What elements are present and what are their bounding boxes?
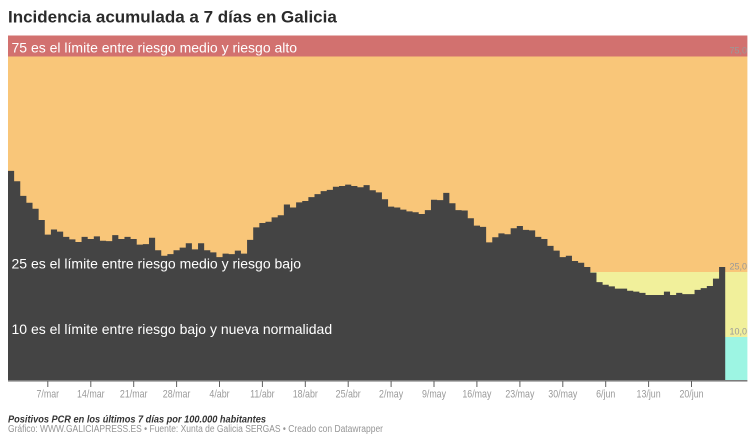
svg-text:14/mar: 14/mar — [77, 389, 105, 401]
svg-text:6/jun: 6/jun — [596, 389, 615, 401]
svg-text:25 es el límite entre riesgo m: 25 es el límite entre riesgo medio y rie… — [12, 256, 302, 272]
svg-text:23/may: 23/may — [505, 389, 534, 401]
svg-text:20/jun: 20/jun — [679, 389, 703, 401]
svg-text:4/abr: 4/abr — [209, 389, 229, 401]
svg-text:18/abr: 18/abr — [293, 389, 318, 401]
svg-text:25,0: 25,0 — [729, 262, 747, 272]
svg-text:11/abr: 11/abr — [250, 389, 275, 401]
svg-text:28/mar: 28/mar — [163, 389, 191, 401]
svg-text:16/may: 16/may — [462, 389, 491, 401]
svg-text:10 es el límite entre riesgo b: 10 es el límite entre riesgo bajo y nuev… — [12, 321, 333, 337]
svg-text:75 es el límite entre riesgo m: 75 es el límite entre riesgo medio y rie… — [12, 39, 298, 55]
svg-text:Gráfico: WWW.GALICIAPRESS.ES •: Gráfico: WWW.GALICIAPRESS.ES • Fuente: X… — [8, 424, 384, 435]
svg-text:7/mar: 7/mar — [37, 389, 60, 401]
svg-text:30/may: 30/may — [548, 389, 577, 401]
svg-text:Positivos PCR en los últimos 7: Positivos PCR en los últimos 7 días por … — [8, 414, 266, 425]
svg-text:10,0: 10,0 — [729, 327, 747, 337]
svg-text:21/mar: 21/mar — [120, 389, 148, 401]
svg-text:25/abr: 25/abr — [336, 389, 361, 401]
svg-text:13/jun: 13/jun — [637, 389, 661, 401]
svg-text:Incidencia acumulada a 7 días: Incidencia acumulada a 7 días en Galicia — [8, 8, 337, 27]
svg-text:75,0: 75,0 — [729, 46, 747, 56]
svg-text:9/may: 9/may — [422, 389, 446, 401]
svg-text:2/may: 2/may — [379, 389, 403, 401]
